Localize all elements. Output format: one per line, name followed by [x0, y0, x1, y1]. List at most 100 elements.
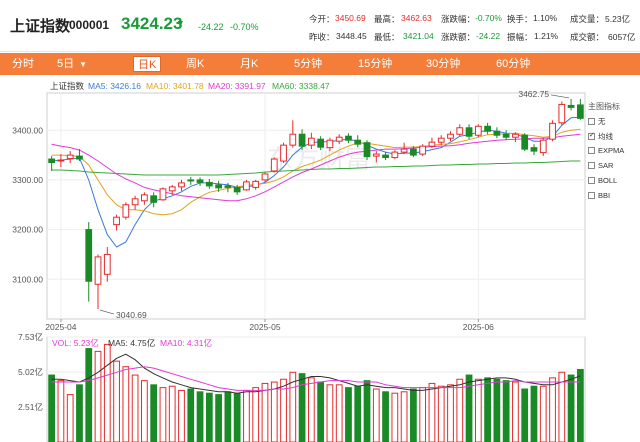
tab-label: 5分钟 [294, 58, 323, 70]
candle-body [307, 137, 315, 146]
indicator-option-BOLL[interactable]: BOLL [588, 176, 617, 189]
candle-body [196, 179, 204, 183]
vol-tick-label: 7.53亿 [18, 332, 43, 342]
candle-body [280, 144, 287, 162]
volume-bar [345, 387, 352, 442]
vol-tick-label: 5.02亿 [18, 367, 43, 377]
volume-bar [270, 381, 278, 442]
volume-bar [168, 385, 176, 442]
volume-bar [372, 388, 380, 442]
volume-bar [150, 384, 158, 442]
high-pointer [551, 94, 570, 99]
volume-bar [400, 391, 408, 442]
index-name: 上证指数 [10, 18, 71, 35]
tab-5日[interactable]: 5日 ▼ [57, 53, 87, 75]
tab-60分钟[interactable]: 60分钟 [496, 53, 530, 75]
tab-label: 15分钟 [358, 58, 393, 70]
candle-body [57, 159, 65, 162]
candle-body [85, 229, 93, 282]
candle-body [567, 104, 575, 108]
candle-body [122, 204, 130, 218]
volume-bar [382, 391, 389, 442]
ma10-line [51, 128, 581, 216]
low-pointer [99, 309, 115, 315]
candle-body [48, 158, 56, 164]
stat-label: 涨跌幅： [441, 14, 476, 24]
checkbox-icon[interactable] [588, 191, 595, 199]
candle-body [261, 173, 269, 181]
checkbox-icon[interactable] [588, 176, 595, 184]
volume-bar [317, 381, 325, 442]
volume-bar [298, 373, 306, 442]
candle-body [549, 122, 556, 140]
stat-label: 最高： [374, 14, 400, 24]
indicator-option-BBI[interactable]: BBI [588, 191, 610, 204]
x-tick-label: 2025-06 [463, 322, 494, 332]
ma60-line [51, 160, 581, 176]
indicator-option-label: BOLL [598, 176, 618, 185]
indicator-option-均线[interactable]: 均线 [588, 131, 613, 144]
stat-label: 最低： [374, 32, 400, 42]
candle-body [289, 133, 297, 146]
stat-label: 成交量： [570, 14, 605, 24]
candle-body [521, 134, 529, 150]
vol-ma10-line [51, 366, 581, 391]
tab-label: 日K [138, 59, 157, 71]
volume-bar [363, 380, 371, 442]
ma-legend-item: MA20: 3391.97 [208, 81, 266, 91]
candle-body [447, 133, 454, 139]
tab-label: 月K [240, 58, 259, 70]
candle-body [270, 158, 278, 172]
checkbox-icon[interactable] [588, 117, 595, 125]
candle-body [224, 185, 232, 188]
y-tick-label: 3100.00 [12, 274, 43, 284]
indicator-option-label: 无 [598, 117, 606, 126]
indicator-option-EXPMA[interactable]: EXPMA [588, 146, 624, 159]
stat-value: 3448.45 [336, 31, 367, 41]
candle-body [159, 188, 167, 201]
stat-label: 昨收： [309, 32, 335, 42]
candle-body [474, 125, 482, 136]
candle-body [205, 181, 213, 187]
volume-bar [261, 382, 269, 442]
stat-value: 3421.04 [403, 31, 434, 41]
candle-body [298, 133, 306, 147]
stat-value: 3450.69 [335, 13, 366, 23]
tab-label: 60分钟 [496, 58, 531, 70]
tab-日K[interactable]: 日K [133, 56, 162, 72]
candle-body [502, 133, 510, 138]
tab-30分钟[interactable]: 30分钟 [426, 53, 460, 75]
candle-body [103, 253, 111, 275]
low-annotation: 3040.69 [116, 310, 147, 320]
candle-body [215, 184, 222, 189]
vol-legend-item: MA10: 4.31亿 [160, 338, 212, 348]
tab-15分钟[interactable]: 15分钟 [358, 53, 392, 75]
volume-bar [252, 387, 260, 442]
tab-月K[interactable]: 月K [240, 53, 258, 75]
candle-body [335, 136, 343, 142]
volume-bar [159, 387, 167, 442]
checkbox-icon[interactable] [588, 146, 595, 154]
candle-body [141, 194, 148, 202]
volume-bar [447, 384, 454, 442]
tab-分时[interactable]: 分时 [12, 53, 34, 75]
price-change-pct: -0.70% [230, 22, 259, 32]
tab-周K[interactable]: 周K [186, 53, 204, 75]
tab-5分钟[interactable]: 5分钟 [294, 53, 322, 75]
indicator-option-无[interactable]: 无 [588, 116, 606, 129]
candle-body [493, 130, 501, 136]
candle-body [168, 186, 176, 192]
tab-label: 周K [186, 58, 205, 70]
vol-legend-item: MA5: 4.75亿 [108, 338, 155, 348]
volume-bar [354, 385, 362, 442]
candle-body [150, 195, 158, 203]
volume-bar [512, 381, 519, 442]
checkbox-checked-icon[interactable] [588, 131, 595, 140]
candle-body [113, 216, 120, 226]
indicator-option-SAR[interactable]: SAR [588, 161, 613, 174]
candle-body [178, 182, 185, 188]
candle-body [233, 186, 241, 193]
volume-bar [48, 374, 56, 442]
ma20-line [51, 133, 581, 202]
checkbox-icon[interactable] [588, 161, 595, 169]
